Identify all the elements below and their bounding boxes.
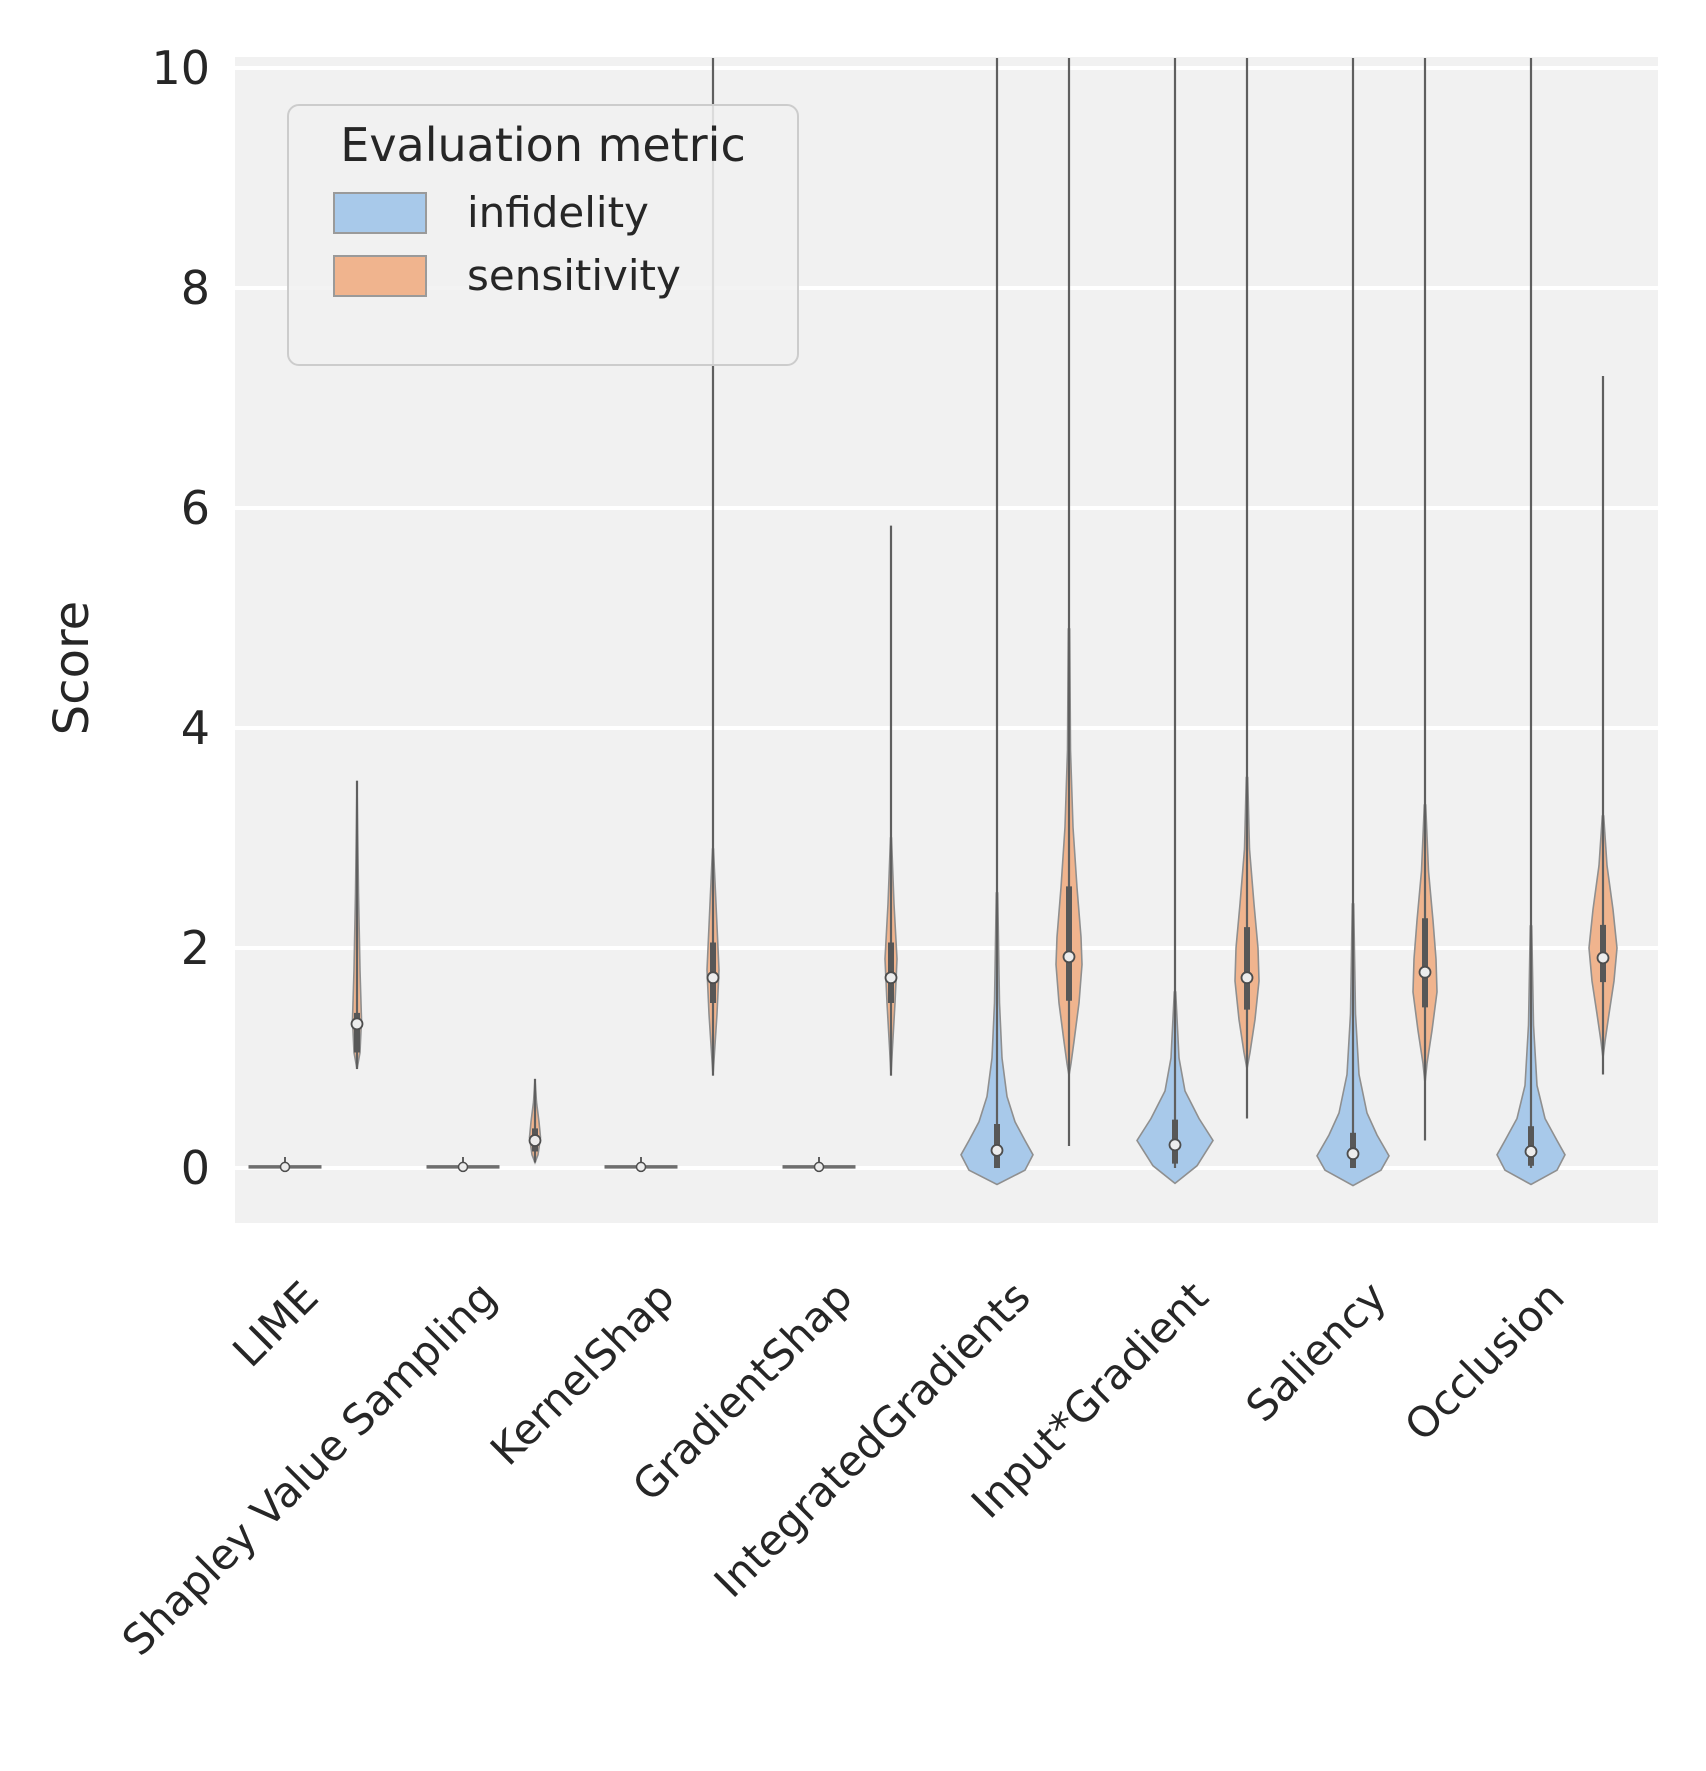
y-tick-8: 8: [180, 261, 210, 315]
median-dot-occlusion-infidelity: [1524, 1145, 1538, 1158]
median-dot-input-gradient-sensitivity: [1240, 971, 1254, 985]
legend-item-sensitivity: sensitivity: [333, 251, 797, 300]
median-dot-saliency-infidelity: [1346, 1147, 1360, 1161]
median-dot-shapley-value-sampling-sensitivity: [528, 1134, 542, 1147]
legend-item-infidelity: infidelity: [333, 188, 797, 237]
median-dot-integratedgradients-sensitivity: [1062, 950, 1076, 964]
legend-label-sensitivity: sensitivity: [467, 251, 681, 300]
median-dot-lime-sensitivity: [350, 1017, 364, 1031]
median-dot-saliency-sensitivity: [1418, 965, 1432, 979]
y-tick-2: 2: [180, 921, 210, 975]
median-dot-gradientshap-sensitivity: [884, 971, 898, 985]
median-dot-kernelshap-sensitivity: [706, 971, 720, 985]
median-dot-kernelshap-infidelity: [635, 1161, 647, 1173]
legend-label-infidelity: infidelity: [467, 188, 649, 237]
median-dot-occlusion-sensitivity: [1596, 951, 1610, 965]
median-dot-gradientshap-infidelity: [813, 1161, 825, 1173]
sensitivity-swatch-icon: [333, 254, 427, 297]
median-dot-input-gradient-infidelity: [1168, 1138, 1182, 1152]
y-tick-6: 6: [180, 481, 210, 535]
median-dot-shapley-value-sampling-infidelity: [457, 1161, 469, 1173]
y-tick-10: 10: [151, 41, 210, 95]
legend: Evaluation metric infidelity sensitivity: [287, 104, 799, 366]
legend-title: Evaluation metric: [340, 118, 746, 172]
median-dot-lime-infidelity: [279, 1161, 291, 1173]
y-tick-0: 0: [180, 1141, 210, 1195]
infidelity-swatch-icon: [333, 191, 427, 234]
y-tick-4: 4: [180, 701, 210, 755]
median-dot-integratedgradients-infidelity: [990, 1144, 1004, 1157]
